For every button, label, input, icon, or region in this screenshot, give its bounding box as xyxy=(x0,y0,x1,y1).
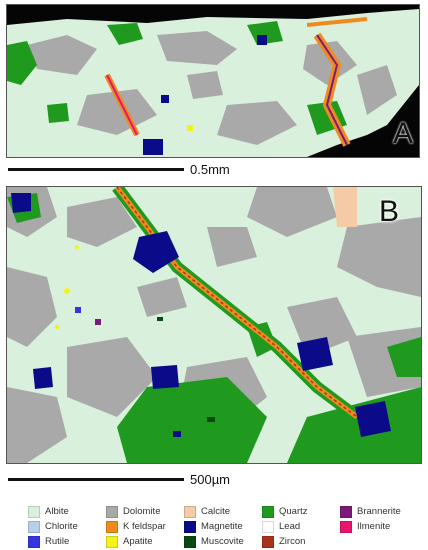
scale-text-a: 0.5mm xyxy=(190,162,230,177)
legend-label: Lead xyxy=(279,521,301,532)
scale-text-b: 500µm xyxy=(190,472,231,487)
legend-item: Magnetite xyxy=(184,520,262,533)
legend-item xyxy=(340,535,418,548)
panel-a-image xyxy=(7,5,419,157)
legend-label: Albite xyxy=(45,506,69,517)
legend-item: Rutile xyxy=(28,535,106,548)
scale-bar-a xyxy=(8,168,184,171)
legend-label: Calcite xyxy=(201,506,231,517)
scale-bar-b xyxy=(8,478,184,481)
panel-b-label: B xyxy=(379,195,400,228)
legend-label: Magnetite xyxy=(201,521,243,532)
legend-label: Apatite xyxy=(123,536,153,547)
panel-a-label: A xyxy=(392,117,413,150)
legend-swatch xyxy=(262,505,274,518)
legend-label: Brannerite xyxy=(357,506,401,517)
legend-swatch xyxy=(184,505,196,518)
legend-swatch xyxy=(28,505,40,518)
legend-swatch xyxy=(106,535,118,548)
legend-swatch xyxy=(28,535,40,548)
legend-item: Brannerite xyxy=(340,505,418,518)
legend-label: Chlorite xyxy=(45,521,78,532)
legend-swatch xyxy=(184,520,196,533)
legend-item: Apatite xyxy=(106,535,184,548)
legend-item: Lead xyxy=(262,520,340,533)
legend-label: K feldspar xyxy=(123,521,166,532)
mineral-legend: Albite Dolomite Calcite Quartz Brannerite Chl… xyxy=(28,505,418,548)
legend-item: Ilmenite xyxy=(340,520,418,533)
legend-label: Quartz xyxy=(279,506,308,517)
legend-label: Rutile xyxy=(45,536,70,547)
legend-item: Chlorite xyxy=(28,520,106,533)
legend-item: Albite xyxy=(28,505,106,518)
legend-swatch xyxy=(28,520,40,533)
legend-label: Zircon xyxy=(279,536,306,547)
panel-a-mineral-map: A xyxy=(6,4,420,158)
legend-label: Ilmenite xyxy=(357,521,391,532)
legend-label: Muscovite xyxy=(201,536,244,547)
legend-item: Quartz xyxy=(262,505,340,518)
legend-item: Dolomite xyxy=(106,505,184,518)
panel-b-mineral-map: B xyxy=(6,186,422,464)
legend-swatch xyxy=(184,535,196,548)
legend-swatch xyxy=(340,520,352,533)
legend-swatch xyxy=(106,520,118,533)
legend-item: K feldspar xyxy=(106,520,184,533)
legend-label: Dolomite xyxy=(123,506,161,517)
legend-swatch xyxy=(262,520,274,533)
legend-swatch xyxy=(106,505,118,518)
panel-b-image xyxy=(7,187,421,463)
legend-item: Calcite xyxy=(184,505,262,518)
legend-item: Zircon xyxy=(262,535,340,548)
legend-swatch xyxy=(340,505,352,518)
legend-item: Muscovite xyxy=(184,535,262,548)
legend-swatch xyxy=(262,535,274,548)
